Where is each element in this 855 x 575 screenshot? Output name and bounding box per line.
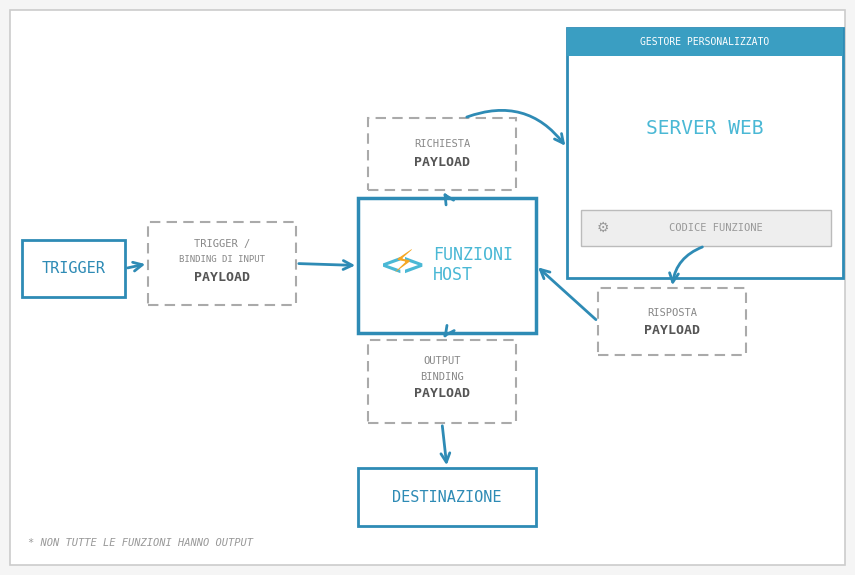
FancyArrowPatch shape	[441, 426, 450, 462]
Text: DESTINAZIONE: DESTINAZIONE	[392, 489, 502, 504]
Text: BINDING: BINDING	[420, 371, 464, 381]
Text: GESTORE PERSONALIZZATO: GESTORE PERSONALIZZATO	[640, 37, 770, 47]
Text: RISPOSTA: RISPOSTA	[647, 308, 697, 317]
Text: PAYLOAD: PAYLOAD	[194, 271, 250, 284]
Text: BINDING DI INPUT: BINDING DI INPUT	[179, 255, 265, 264]
Bar	[598, 288, 746, 355]
Text: ⚙: ⚙	[597, 221, 610, 235]
Text: OUTPUT: OUTPUT	[423, 355, 461, 366]
Bar	[567, 28, 843, 56]
Text: PAYLOAD: PAYLOAD	[414, 387, 470, 400]
Text: PAYLOAD: PAYLOAD	[414, 156, 470, 170]
Text: >: >	[403, 251, 426, 279]
Bar	[368, 118, 516, 190]
FancyArrowPatch shape	[467, 110, 563, 143]
FancyArrowPatch shape	[298, 260, 352, 270]
Bar	[581, 210, 831, 246]
Text: ⚡: ⚡	[392, 249, 414, 278]
FancyArrowPatch shape	[445, 325, 454, 336]
Bar	[567, 28, 843, 278]
Text: PAYLOAD: PAYLOAD	[644, 324, 700, 337]
Text: * NON TUTTE LE FUNZIONI HANNO OUTPUT: * NON TUTTE LE FUNZIONI HANNO OUTPUT	[28, 538, 253, 548]
Text: SERVER WEB: SERVER WEB	[646, 118, 764, 137]
Text: <: <	[380, 251, 404, 279]
Bar	[358, 198, 536, 333]
FancyArrowPatch shape	[127, 262, 142, 271]
Bar	[22, 240, 125, 297]
Text: TRIGGER: TRIGGER	[42, 261, 105, 276]
Bar	[368, 340, 516, 423]
FancyArrowPatch shape	[669, 247, 703, 282]
FancyArrowPatch shape	[445, 194, 454, 205]
Bar	[148, 222, 296, 305]
Text: RICHIESTA: RICHIESTA	[414, 139, 470, 149]
Text: CODICE FUNZIONE: CODICE FUNZIONE	[669, 223, 763, 233]
Text: FUNZIONI: FUNZIONI	[433, 246, 513, 263]
Text: HOST: HOST	[433, 266, 473, 285]
Bar	[358, 468, 536, 526]
FancyArrowPatch shape	[540, 270, 596, 320]
Text: TRIGGER /: TRIGGER /	[194, 239, 251, 248]
